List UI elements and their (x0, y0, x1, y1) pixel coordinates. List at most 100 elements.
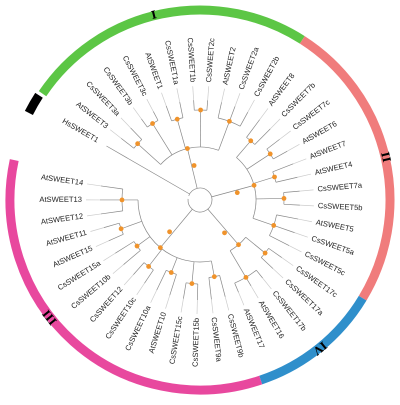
leaf-label: AtSWEET13 (39, 195, 82, 204)
branch (149, 249, 162, 266)
node-dot (235, 190, 240, 195)
leaf-guide (293, 159, 306, 164)
leaf-guide (151, 290, 157, 303)
leaf-guide (295, 233, 308, 238)
leaf-label: CsSWEET9b (226, 313, 246, 359)
leaf-guide (110, 130, 121, 139)
node-dot (272, 175, 277, 180)
leaf-label: AtSWEET11 (45, 228, 88, 248)
node-dot (146, 264, 151, 269)
leaf-guide (133, 108, 141, 119)
branch (208, 209, 239, 245)
branch (269, 236, 289, 246)
branch (177, 119, 185, 149)
branch (218, 102, 221, 118)
leaf-guide (96, 241, 109, 247)
branch (267, 139, 280, 149)
node-dot (185, 146, 190, 151)
branch (101, 186, 123, 189)
branch (247, 120, 260, 138)
branch (145, 270, 154, 283)
branch (230, 251, 246, 278)
leaf-label: AtSWEET5 (315, 218, 354, 234)
leaf-label: CsSWEET9a (209, 317, 223, 363)
branch (254, 177, 275, 183)
leaf-guide (166, 295, 170, 308)
node-dot (119, 226, 124, 231)
leaf-guide (263, 278, 272, 289)
branch (207, 100, 208, 110)
branch (236, 141, 250, 158)
branch (180, 102, 183, 118)
branch (183, 283, 186, 299)
leaf-guide (239, 292, 244, 305)
branch (171, 258, 177, 273)
branch (121, 221, 142, 229)
leaf-guide (208, 86, 209, 100)
leaf-guide (270, 119, 280, 129)
leaf-guide (103, 253, 115, 260)
branch (188, 188, 212, 212)
leaf-label: AtSWEET1 (143, 51, 164, 90)
leaf-guide (147, 99, 154, 111)
branch (277, 215, 299, 219)
node-dot (169, 270, 174, 275)
node-dot (192, 163, 197, 168)
branch (253, 218, 274, 225)
branch (166, 106, 171, 121)
branch (274, 225, 295, 232)
branch (121, 138, 134, 148)
node-dot (282, 196, 287, 201)
branch (273, 164, 294, 172)
branch (192, 262, 194, 284)
leaf-label: AtSWEET4 (314, 160, 353, 178)
leaf-label: AtSWEET10 (147, 311, 168, 354)
branch (194, 100, 195, 110)
leaf-guide (280, 131, 291, 139)
leaf-label: AtSWEET7 (308, 139, 347, 161)
leaf-label: AtSWEET12 (40, 211, 83, 226)
branch (256, 198, 284, 199)
leaf-guide (137, 283, 145, 295)
branch (131, 128, 142, 140)
branch (247, 154, 270, 169)
branch (161, 147, 219, 164)
branch (269, 248, 282, 257)
node-dot (175, 117, 180, 122)
leaf-guide (282, 258, 293, 266)
branch (261, 258, 273, 269)
clade-label: II (378, 151, 393, 164)
leaf-label: CsSWEET1b (186, 37, 198, 82)
leaf-label: CsSWEET15c (167, 315, 184, 365)
branch (246, 237, 265, 253)
branch (133, 263, 144, 275)
leaf-label: CsSWEET5b (318, 201, 363, 212)
branch (212, 185, 254, 197)
branch (284, 204, 300, 205)
branch (219, 121, 230, 150)
leaf-label: CsSWEET15b (191, 318, 201, 367)
leaf-guide (161, 93, 166, 106)
branch (284, 191, 300, 192)
node-dot (167, 229, 172, 234)
leaf-guide (124, 275, 133, 285)
node-dot (135, 141, 140, 146)
leaf-label: CsSWEET2c (204, 38, 216, 83)
branch (276, 177, 297, 182)
leaf-guide (222, 89, 225, 103)
node-dot (252, 183, 257, 188)
branch (236, 157, 256, 218)
leaf-guide (260, 108, 268, 119)
leaf-guide (273, 268, 283, 278)
node-dot (158, 245, 163, 250)
leaf-guide (251, 286, 258, 298)
branch (138, 144, 161, 165)
leaf-guide (297, 174, 311, 177)
node-dot (227, 119, 232, 124)
leaf-guide (300, 205, 314, 206)
leaf-guide (248, 100, 255, 112)
node-dot (236, 242, 241, 247)
branch (109, 234, 124, 241)
node-dot (268, 152, 273, 157)
